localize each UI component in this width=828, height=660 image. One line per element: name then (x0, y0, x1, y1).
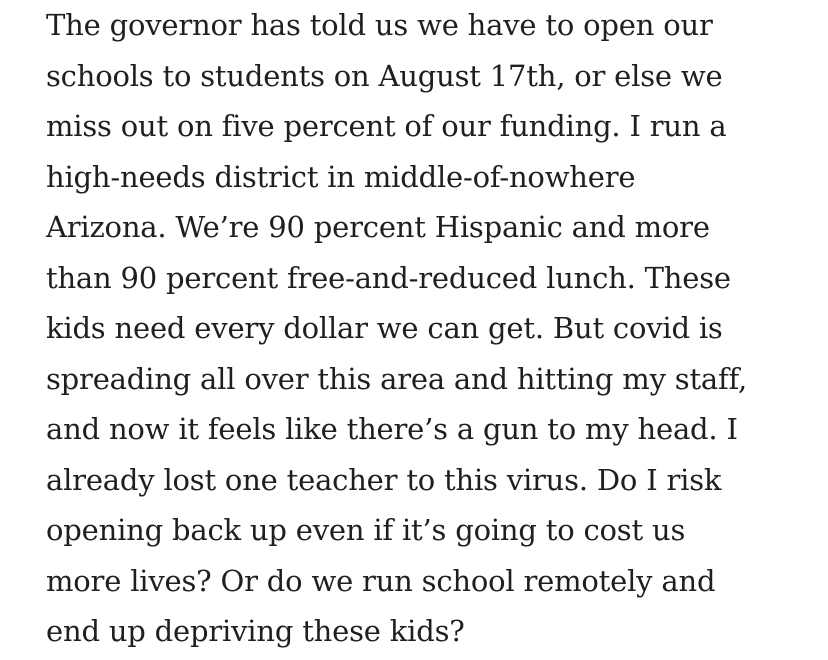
paragraph-line: and now it feels like there’s a gun to m… (46, 412, 738, 446)
paragraph-line: more lives? Or do we run school remotely… (46, 563, 716, 598)
paragraph-line: miss out on five percent of our funding.… (46, 109, 727, 143)
paragraph-line: opening back up even if it’s going to co… (46, 513, 686, 547)
paragraph-line: schools to students on August 17th, or e… (46, 58, 723, 93)
article-paragraph: The governor has told us we have to open… (46, 0, 747, 657)
paragraph-line: kids need every dollar we can get. But c… (46, 311, 723, 345)
paragraph-line: spreading all over this area and hitting… (46, 361, 748, 396)
paragraph-line: end up depriving these kids? (46, 614, 465, 648)
paragraph-line: Arizona. We’re 90 percent Hispanic and m… (46, 210, 710, 244)
paragraph-line: The governor has told us we have to open… (46, 8, 713, 42)
paragraph-line: high-needs district in middle-of-nowhere (46, 159, 636, 194)
paragraph-line: already lost one teacher to this virus. … (46, 462, 722, 497)
paragraph-line: than 90 percent free-and-reduced lunch. … (46, 260, 731, 295)
